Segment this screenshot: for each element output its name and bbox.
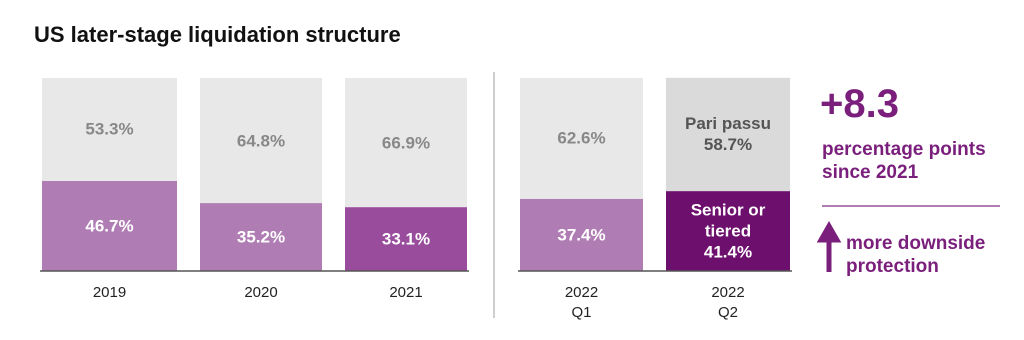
x-tick-label: 2019 xyxy=(92,284,127,301)
bar-segment xyxy=(200,78,322,204)
value-label: 35.2% xyxy=(236,227,286,247)
bar-segment xyxy=(666,77,790,192)
x-tick-label: 2021 xyxy=(389,284,423,301)
annotation-headline: +8.3 xyxy=(820,82,899,126)
bar-segment xyxy=(520,198,643,271)
bar-segment xyxy=(520,78,643,199)
value-label: 33.1% xyxy=(381,229,431,249)
annotation-note: more downside protection xyxy=(846,233,986,277)
segment-label: Senior or tiered 41.4% xyxy=(678,200,778,263)
series-name: Pari passu xyxy=(685,114,771,134)
series-name: Senior or tiered xyxy=(690,200,766,241)
chart-title: US later-stage liquidation structure xyxy=(34,22,401,47)
value-label: 37.4% xyxy=(557,225,606,245)
annotation-text: percentage points since 2021 xyxy=(822,139,986,183)
x-tick-label: 2020 xyxy=(244,284,278,301)
value-label: 62.6% xyxy=(557,128,606,148)
value-label: 46.7% xyxy=(85,216,134,236)
segment-label: Pari passu 58.7% xyxy=(678,113,778,155)
bar-segment xyxy=(345,207,467,271)
value-label: 64.8% xyxy=(236,131,286,151)
bar-segment xyxy=(42,78,177,181)
value-label: 53.3% xyxy=(85,119,134,139)
x-tick-label: 2022 Q2 xyxy=(711,284,745,321)
up-arrow xyxy=(816,220,842,272)
bar-segment xyxy=(666,191,790,271)
bar-segment xyxy=(345,78,467,208)
value-label: 66.9% xyxy=(381,133,431,153)
value-label: 41.4% xyxy=(703,242,753,262)
bar-segment xyxy=(42,180,177,271)
x-tick-label: 2022 Q1 xyxy=(564,284,599,321)
bar-segment xyxy=(200,203,322,271)
value-label: 58.7% xyxy=(703,135,753,155)
